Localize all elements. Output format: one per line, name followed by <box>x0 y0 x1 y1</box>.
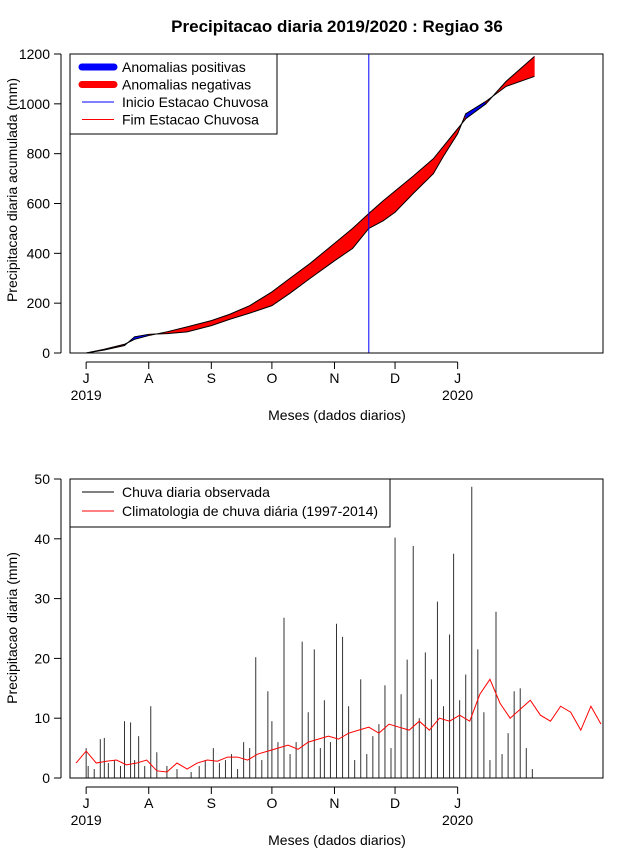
legend-label: Chuva diaria observada <box>122 484 270 500</box>
climatology-daily-line <box>75 678 602 773</box>
cumulative-chart: Precipitacao diaria 2019/2020 : Regiao 3… <box>4 17 604 423</box>
x-tick-label: O <box>266 370 277 386</box>
daily-chart: Precipitacao diaria (mm) Meses (dados di… <box>4 471 604 848</box>
y-tick-label: 50 <box>34 471 50 487</box>
y-tick-label: 30 <box>34 591 50 607</box>
x-tick-label: A <box>144 795 154 811</box>
negative-anomaly-area <box>289 262 311 294</box>
climatology-cumulative-line <box>86 56 535 354</box>
y-tick-label: 1200 <box>19 46 50 62</box>
x-year-label: 2020 <box>442 812 473 828</box>
negative-anomaly-area <box>271 277 291 307</box>
x-year-label: 2019 <box>71 812 102 828</box>
legend-label: Inicio Estacao Chuvosa <box>122 94 269 110</box>
legend-label: Anomalias negativas <box>122 77 251 93</box>
negative-anomaly-area <box>249 291 273 314</box>
y-tick-label: 0 <box>42 770 50 786</box>
x-tick-label: J <box>454 370 461 386</box>
observed-cumulative-line <box>86 75 535 354</box>
y-axis-label: Precipitacao diaria (mm) <box>4 552 20 704</box>
x-axis-label: Meses (dados diarios) <box>268 407 406 423</box>
y-tick-label: 10 <box>34 710 50 726</box>
legend-label: Anomalias positivas <box>122 59 246 75</box>
legend-label: Climatologia de chuva diária (1997-2014) <box>122 503 378 519</box>
x-tick-label: J <box>454 795 461 811</box>
x-tick-label: S <box>207 795 216 811</box>
x-tick-label: D <box>390 795 400 811</box>
x-tick-label: N <box>329 370 339 386</box>
negative-anomaly-area <box>394 175 414 213</box>
chart-title: Precipitacao diaria 2019/2020 : Regiao 3… <box>171 17 503 36</box>
plot-frame <box>69 53 604 354</box>
x-tick-label: N <box>329 795 339 811</box>
x-year-label: 2019 <box>71 387 102 403</box>
y-tick-label: 600 <box>27 196 51 212</box>
x-year-label: 2020 <box>442 387 473 403</box>
x-tick-label: J <box>83 370 90 386</box>
y-tick-label: 400 <box>27 245 51 261</box>
y-tick-label: 0 <box>42 345 50 361</box>
negative-anomaly-area <box>229 305 250 320</box>
y-tick-label: 800 <box>27 146 51 162</box>
x-axis-label: Meses (dados diarios) <box>268 832 406 848</box>
negative-anomaly-area <box>334 227 353 262</box>
y-tick-label: 40 <box>34 531 50 547</box>
x-tick-label: S <box>207 370 216 386</box>
y-axis-label: Precipitacao diaria acumulada (mm) <box>4 78 20 302</box>
legend-box <box>69 478 391 528</box>
x-tick-label: J <box>83 795 90 811</box>
y-tick-label: 20 <box>34 650 50 666</box>
y-tick-label: 1000 <box>19 96 50 112</box>
negative-anomaly-area <box>433 145 444 175</box>
y-tick-label: 200 <box>27 295 51 311</box>
x-tick-label: O <box>266 795 277 811</box>
legend-label: Fim Estacao Chuvosa <box>122 112 259 128</box>
x-tick-label: A <box>144 370 154 386</box>
x-tick-label: D <box>390 370 400 386</box>
